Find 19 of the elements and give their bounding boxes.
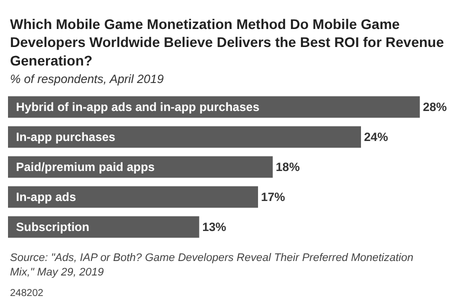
chart-title: Which Mobile Game Monetization Method Do Mobile Game Developers Worldwide Believe Delivers the Best ROI for Revenue Generation? [10, 16, 444, 68]
bar [8, 126, 361, 148]
y-tick-label: In-app purchases [16, 130, 116, 144]
bar [8, 216, 200, 238]
y-tick-label: Hybrid of in-app ads and in-app purchases [16, 100, 260, 114]
data-label: 28% [422, 100, 448, 114]
bar [8, 156, 273, 178]
data-label: 24% [364, 130, 388, 144]
data-label: 17% [261, 190, 286, 204]
text: 248202 [10, 288, 44, 299]
data-label: 18% [276, 160, 300, 174]
y-tick-label: In-app ads [16, 190, 76, 204]
source-note: Source: "Ads, IAP or Both? Game Developers Reveal Their Preferred Monetization Mix," May 29, 2019 [10, 252, 414, 278]
y-tick-label: Subscription [16, 220, 90, 234]
y-tick-label: Paid/premium paid apps [16, 160, 156, 174]
data-label: 13% [202, 220, 227, 234]
bar [8, 186, 258, 208]
chart-subtitle: % of respondents, April 2019 [10, 72, 164, 86]
bar [8, 96, 420, 118]
